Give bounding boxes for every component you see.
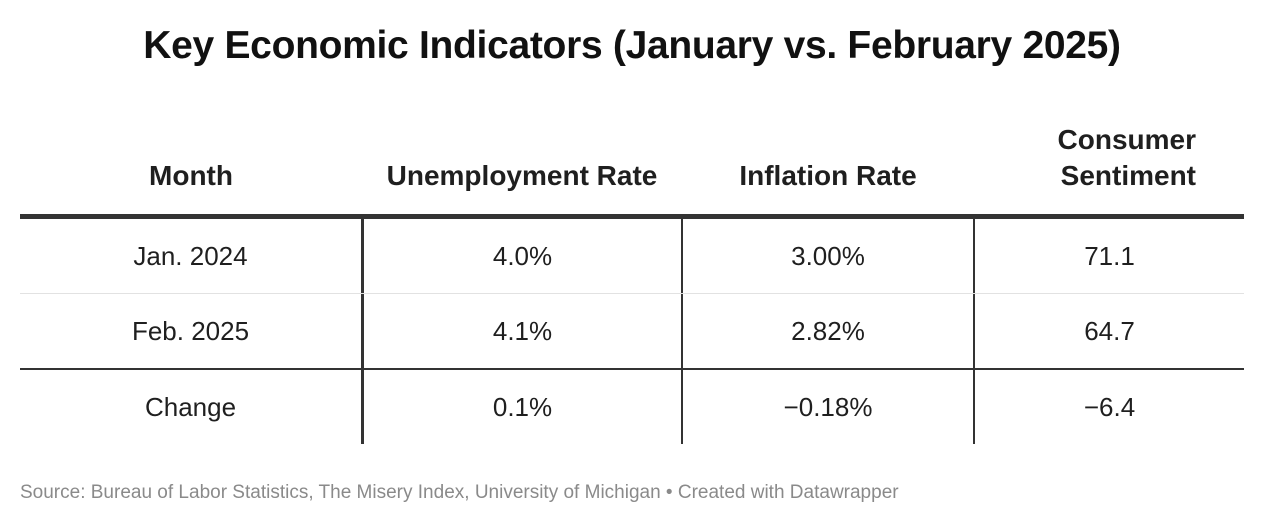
indicators-table: Month Unemployment Rate Inflation Rate C… bbox=[20, 112, 1244, 444]
header-month: Month bbox=[149, 160, 233, 191]
header-unemployment-rate: Unemployment Rate bbox=[386, 160, 658, 191]
cell-inflation-rate: −0.18% bbox=[683, 370, 975, 444]
cell-month: Jan. 2024 bbox=[20, 219, 364, 293]
cell-unemployment-rate: 4.1% bbox=[364, 294, 683, 368]
cell-consumer-sentiment: 71.1 bbox=[1084, 240, 1135, 271]
chart-title: Key Economic Indicators (January vs. Feb… bbox=[143, 24, 1121, 67]
header-inflation-rate: Inflation Rate bbox=[739, 160, 917, 191]
cell-unemployment-rate: 4.0% bbox=[364, 219, 683, 293]
cell-inflation-rate: 3.00% bbox=[683, 219, 975, 293]
cell-inflation-rate: 2.82% bbox=[683, 294, 975, 368]
header-consumer-sentiment: Consumer Sentiment bbox=[1057, 124, 1196, 191]
table-body: Jan. 2024 4.0% 3.00% 71.1 Feb. 2025 4.1%… bbox=[20, 219, 1244, 444]
source-note: Source: Bureau of Labor Statistics, The … bbox=[20, 482, 899, 503]
cell-month: Change bbox=[20, 370, 364, 444]
cell-consumer-sentiment: −6.4 bbox=[1083, 391, 1136, 422]
table-row: Jan. 2024 4.0% 3.00% 71.1 bbox=[20, 219, 1244, 294]
table-header-row: Month Unemployment Rate Inflation Rate C… bbox=[20, 112, 1244, 219]
cell-month: Feb. 2025 bbox=[20, 294, 364, 368]
cell-consumer-sentiment: 64.7 bbox=[1084, 315, 1135, 346]
table-row: Change 0.1% −0.18% −6.4 bbox=[20, 370, 1244, 444]
cell-unemployment-rate: 0.1% bbox=[364, 370, 683, 444]
table-row: Feb. 2025 4.1% 2.82% 64.7 bbox=[20, 294, 1244, 370]
